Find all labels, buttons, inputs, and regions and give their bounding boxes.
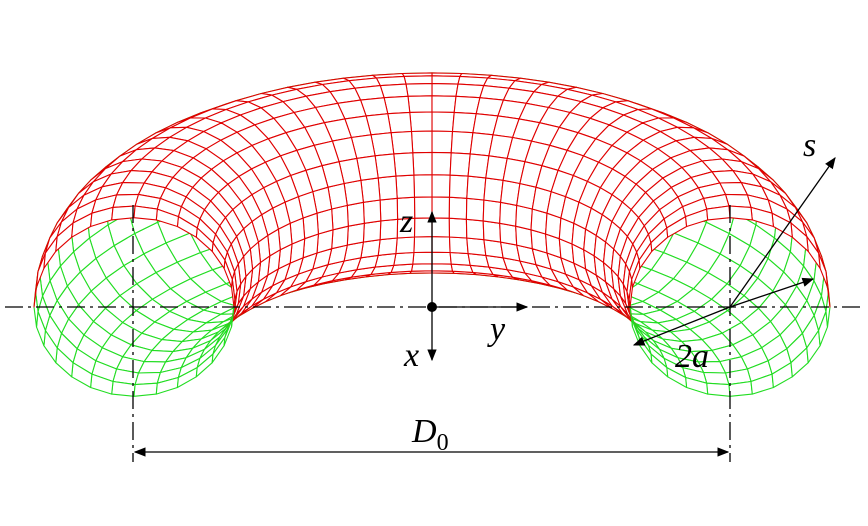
mesh-cell: [431, 251, 452, 265]
mesh-cell: [466, 237, 487, 256]
mesh-cell: [412, 151, 433, 176]
mesh-cell: [431, 83, 459, 97]
mesh-cell: [409, 111, 433, 133]
mesh-cell: [483, 177, 504, 203]
mesh-cell: [410, 130, 433, 154]
mesh-cell: [412, 251, 433, 265]
mesh-cell: [111, 205, 136, 221]
mesh-cell: [413, 174, 433, 198]
mesh-cell: [393, 251, 415, 266]
mesh-cell: [448, 174, 469, 199]
mesh-cell: [724, 193, 752, 208]
mesh-cell: [393, 152, 415, 177]
mesh-cell: [431, 75, 461, 85]
mesh-cell: [405, 83, 433, 97]
s-label: s: [803, 127, 816, 164]
diameter-letter: D: [411, 413, 437, 450]
mesh-cell: [431, 217, 451, 238]
mesh-cell: [413, 217, 433, 238]
mesh-cell: [387, 111, 413, 134]
diameter-label: D0: [411, 413, 449, 456]
mesh-cell: [465, 197, 485, 222]
mesh-cell: [410, 263, 433, 272]
mesh-cell: [499, 222, 518, 246]
mesh-cell: [431, 236, 451, 254]
x-label: x: [403, 337, 419, 374]
mesh-cell: [403, 75, 433, 85]
mesh-cell: [450, 130, 474, 155]
mesh-cell: [379, 218, 399, 241]
radius-label: 2a: [675, 338, 709, 375]
radius-arrow: [632, 306, 731, 346]
s-axis: [729, 157, 836, 308]
mesh-cell: [407, 95, 433, 113]
mesh-cell: [482, 199, 502, 224]
mesh-cell: [413, 236, 433, 254]
mesh-cell: [431, 95, 457, 113]
axes: [5, 157, 862, 462]
mesh-cell: [482, 220, 502, 243]
mesh-cell: [383, 95, 411, 115]
mesh-cell: [133, 382, 158, 397]
mesh-cell: [431, 130, 454, 154]
mesh-cell: [111, 380, 136, 397]
mesh-cell: [377, 175, 398, 201]
mesh-cell: [390, 130, 414, 155]
y-label: y: [487, 311, 506, 348]
mesh-cell: [499, 201, 518, 227]
mesh-cell: [346, 201, 365, 227]
diameter-subscript: 0: [437, 430, 449, 456]
z-label: z: [399, 203, 413, 240]
mesh-cell: [362, 199, 382, 224]
mesh-cell: [431, 151, 452, 176]
mesh-cell: [448, 196, 468, 220]
mesh-cell: [466, 175, 487, 201]
mesh-cell: [431, 196, 451, 219]
mesh-cell: [377, 237, 398, 256]
mesh-cell: [728, 380, 753, 397]
mesh-cell: [431, 174, 451, 198]
mesh-cell: [515, 204, 533, 231]
mesh-cell: [133, 205, 158, 221]
mesh-cell: [449, 251, 471, 266]
mesh-cell: [451, 111, 477, 134]
mesh-cell: [413, 196, 433, 219]
mesh-cell: [706, 382, 731, 397]
mesh-cell: [346, 222, 365, 246]
mesh-cell: [331, 204, 349, 231]
mesh-cell: [465, 218, 485, 241]
mesh-cell: [728, 205, 753, 221]
mesh-cell: [706, 205, 731, 221]
radial-arrow: [729, 277, 815, 308]
mesh-cell: [362, 220, 382, 243]
torus-mesh: [33, 72, 831, 397]
mesh-cell: [453, 95, 481, 115]
mesh-cell: [448, 236, 469, 255]
mesh-cell: [448, 217, 468, 239]
mesh-cell: [379, 83, 409, 99]
mesh-cell: [379, 197, 399, 222]
mesh-cell: [112, 193, 140, 208]
mesh-cell: [431, 111, 455, 133]
mesh-cell: [431, 263, 454, 272]
mesh-cell: [360, 177, 381, 203]
mesh-cell: [395, 174, 416, 199]
mesh-cell: [449, 152, 471, 177]
mesh-cell: [455, 83, 485, 99]
